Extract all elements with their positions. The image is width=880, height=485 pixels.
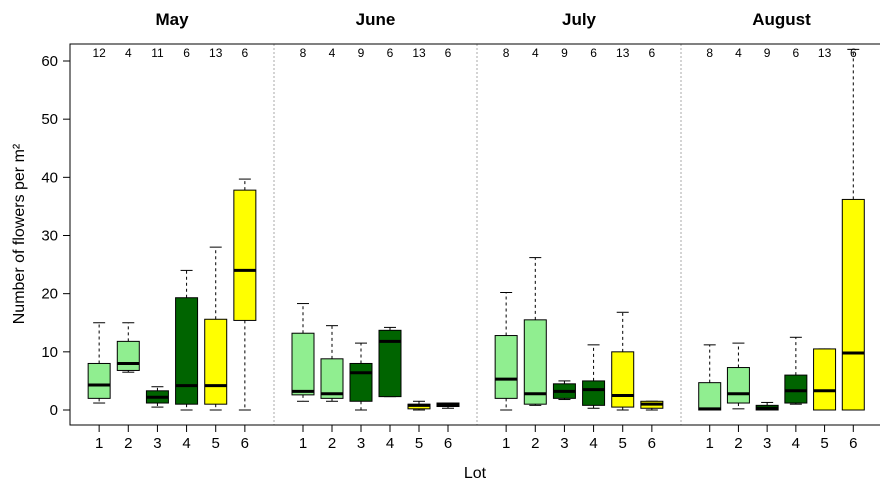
box-plot-marks: 12 4 11 6 13 6 8 4 9 6 13 6 8 4 9 6 13 6 8 4 9 6 13 6 [87,46,865,411]
x-tick-label: 3 [153,435,161,452]
x-tick-label: 4 [792,435,800,452]
box-iqr [494,335,518,399]
y-tick-label: 40 [41,169,58,186]
sample-size-label: 8 [503,46,510,60]
x-tick-label: 5 [212,435,220,452]
sample-size-label: 11 [151,46,164,60]
sample-size-label: 4 [532,46,539,60]
x-tick-label: 5 [619,435,627,452]
sample-size-label: 9 [358,46,365,60]
x-tick-label: 3 [763,435,771,452]
sample-size-label: 4 [329,46,336,60]
x-tick-label: 2 [328,435,336,452]
sample-size-label: 4 [735,46,742,60]
sample-size-label: 6 [649,46,656,60]
box-iqr [698,382,722,411]
sample-size-label: 6 [387,46,394,60]
x-tick-label: 1 [95,435,103,452]
box-iqr [582,380,606,406]
x-tick-label: 1 [706,435,714,452]
x-tick-label: 3 [560,435,568,452]
y-axis: 0 10 20 30 40 50 60 [41,53,70,419]
x-tick-label: 6 [241,435,249,452]
sample-size-label: 13 [818,46,832,60]
x-tick-label: 6 [648,435,656,452]
sample-size-label: 13 [412,46,426,60]
x-tick-label: 6 [849,435,857,452]
y-tick-label: 0 [50,402,58,419]
x-axis-label: Lot [464,465,487,482]
sample-size-label: 8 [300,46,307,60]
x-tick-label: 2 [124,435,132,452]
panel-title: August [752,10,811,29]
plot-frame [69,43,880,426]
x-tick-label: 1 [502,435,510,452]
y-tick-label: 30 [41,228,58,245]
sample-size-label: 9 [561,46,568,60]
box-iqr [320,358,344,399]
x-tick-label: 6 [444,435,452,452]
y-tick-label: 60 [41,53,58,70]
box-iqr [175,297,199,405]
x-tick-label: 1 [299,435,307,452]
sample-size-label: 13 [209,46,223,60]
sample-size-label: 9 [764,46,771,60]
box-iqr [349,362,373,402]
x-tick-label: 3 [357,435,365,452]
panel-title: May [155,10,189,29]
sample-size-label: 6 [242,46,249,60]
x-tick-label: 2 [531,435,539,452]
sample-size-label: 12 [92,46,106,60]
sample-size-label: 6 [590,46,597,60]
y-tick-label: 50 [41,111,58,128]
x-axis: 1 2 3 4 5 6 1 2 3 4 5 6 1 2 3 4 5 6 1 2 3 4 5 6 [95,425,857,452]
panel-titles: May June July August [155,10,811,29]
box-iqr [233,189,257,321]
sample-size-label: 8 [706,46,713,60]
box-iqr [291,332,315,396]
box-iqr [784,374,808,404]
box-iqr [813,348,837,411]
box-iqr [116,340,140,371]
sample-size-label: 4 [125,46,132,60]
sample-size-label: 13 [616,46,630,60]
x-tick-label: 5 [820,435,828,452]
box-iqr [726,367,750,404]
sample-size-label: 6 [445,46,452,60]
x-tick-label: 4 [386,435,394,452]
sample-size-label: 6 [183,46,190,60]
x-tick-label: 4 [589,435,597,452]
box-iqr [378,329,402,398]
sample-size-label: 6 [793,46,800,60]
box-iqr [523,319,547,405]
x-tick-label: 2 [734,435,742,452]
y-tick-label: 20 [41,286,58,303]
box-iqr [204,318,228,405]
box-iqr [841,198,865,411]
box-iqr [87,362,111,399]
sample-size-label: 6 [850,46,857,60]
x-tick-label: 4 [182,435,190,452]
y-axis-label: Number of flowers per m² [11,143,28,324]
panel-title: July [562,10,597,29]
panel-title: June [356,10,396,29]
x-tick-label: 5 [415,435,423,452]
box-iqr [611,351,635,408]
y-tick-label: 10 [41,344,58,361]
panel-dividers [273,44,682,425]
